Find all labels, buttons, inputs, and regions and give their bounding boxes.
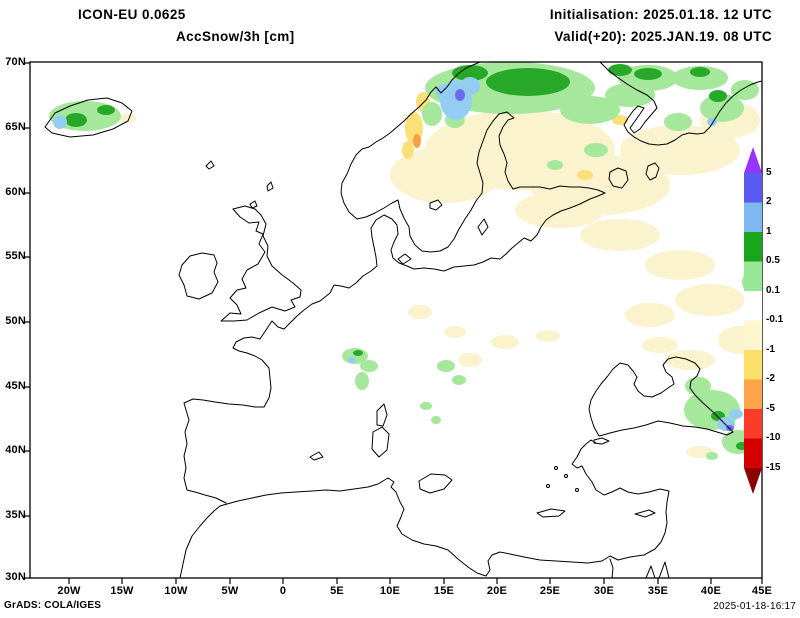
lon-label: 25E [539,585,561,597]
coastlines-layer [44,62,762,578]
lat-label: 45N [5,380,26,392]
colorbar-label: -0.1 [766,314,784,325]
lon-label: 10E [379,585,401,597]
lat-label: 55N [5,250,26,262]
colorbar-label: 5 [766,167,772,178]
latitude-ticks [24,62,30,579]
lon-label: 5E [330,585,344,597]
colorbar-label: -5 [766,403,775,414]
lat-label: 60N [5,186,26,198]
colorbar [744,147,762,494]
lon-label: 20E [486,585,508,597]
lon-label: 40E [700,585,722,597]
lon-label: 10W [164,585,188,597]
plot-timestamp: 2025-01-18-16:17 [713,601,796,612]
colorbar-label: -1 [766,344,775,355]
variable-title: AccSnow/3h [cm] [176,29,295,44]
lon-label: 35E [647,585,669,597]
lon-label: 15E [433,585,455,597]
colorbar-label: 0.1 [766,285,780,296]
valid-time: Valid(+20): 2025.JAN.19. 08 UTC [554,29,772,44]
lon-label: 30E [593,585,615,597]
colorbar-label: 0.5 [766,255,780,266]
lat-label: 40N [5,444,26,456]
colorbar-label: 2 [766,196,772,207]
model-title: ICON-EU 0.0625 [78,7,186,22]
longitude-ticks [68,578,763,584]
init-time: Initialisation: 2025.01.18. 12 UTC [549,7,772,22]
lat-label: 30N [5,571,26,583]
colorbar-label: -10 [766,432,781,443]
lat-label: 70N [5,56,26,68]
lon-label: 0 [279,585,287,597]
lon-label: 15W [110,585,134,597]
colorbar-label: -15 [766,462,781,473]
snow-shading-layer [49,62,762,460]
lat-label: 50N [5,315,26,327]
colorbar-label: 1 [766,226,772,237]
lat-label: 65N [5,121,26,133]
lon-label: 20W [57,585,81,597]
lat-label: 35N [5,509,26,521]
grads-credit: GrADS: COLA/IGES [4,600,102,611]
colorbar-label: -2 [766,373,775,384]
lon-label: 5W [221,585,239,597]
lon-label: 45E [751,585,773,597]
